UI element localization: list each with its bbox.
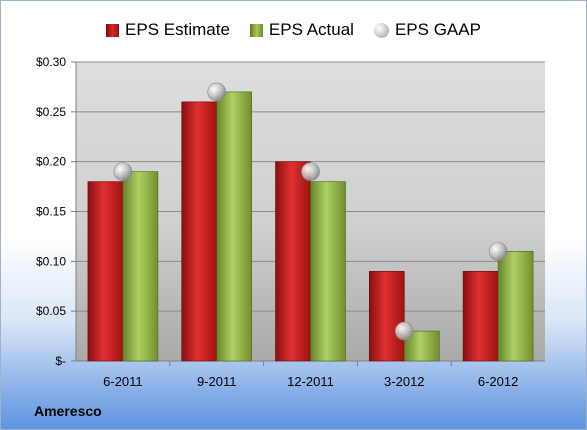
bar-actual bbox=[310, 181, 346, 362]
gaap-marker bbox=[207, 82, 226, 102]
bar-actual bbox=[497, 251, 534, 362]
company-name: Ameresco bbox=[34, 403, 102, 419]
legend-swatch-estimate bbox=[106, 23, 120, 37]
bar-actual bbox=[122, 171, 159, 362]
gaap-marker bbox=[301, 162, 320, 181]
legend-item-gaap: EPS GAAP bbox=[373, 20, 481, 40]
x-tick-label: 3-2012 bbox=[384, 374, 424, 389]
bars bbox=[87, 91, 534, 362]
legend-label-estimate: EPS Estimate bbox=[125, 20, 230, 39]
x-tick-label: 6-2011 bbox=[103, 374, 143, 389]
bar-actual bbox=[216, 91, 252, 362]
bar-estimate bbox=[87, 181, 124, 362]
legend-swatch-actual bbox=[249, 23, 263, 37]
bar-estimate bbox=[368, 270, 405, 362]
legend-item-estimate: EPS Estimate bbox=[106, 20, 230, 40]
y-tick-label: $0.20 bbox=[36, 155, 66, 169]
y-tick-label: $0.10 bbox=[36, 254, 66, 268]
legend-item-actual: EPS Actual bbox=[249, 20, 354, 40]
y-tick-label: $0.05 bbox=[36, 304, 66, 318]
gaap-marker bbox=[488, 242, 508, 261]
x-tick-label: 9-2011 bbox=[197, 374, 237, 389]
legend-swatch-gaap bbox=[373, 22, 389, 38]
y-tick-label: $0.25 bbox=[36, 105, 66, 119]
bar-estimate bbox=[275, 161, 311, 362]
legend-label-gaap: EPS GAAP bbox=[394, 20, 481, 39]
x-tick-label: 6-2012 bbox=[478, 374, 518, 389]
legend-label-actual: EPS Actual bbox=[268, 20, 354, 39]
gaap-marker bbox=[394, 321, 414, 341]
y-tick-label: $0.30 bbox=[36, 55, 66, 69]
x-tick-label: 12-2011 bbox=[287, 374, 334, 389]
bar-estimate bbox=[181, 101, 217, 362]
legend: EPS Estimate EPS Actual EPS GAAP bbox=[1, 18, 586, 42]
gaap-markers bbox=[113, 82, 508, 341]
gaap-marker bbox=[113, 162, 133, 181]
y-axis: $- $0.05 $0.10 $0.15 $0.20 $0.25 $0.30 bbox=[36, 55, 77, 368]
y-tick-label: $- bbox=[55, 354, 66, 368]
bar-estimate bbox=[462, 270, 499, 362]
x-axis: 6-2011 9-2011 12-2011 3-2012 6-2012 bbox=[103, 361, 518, 389]
y-tick-label: $0.15 bbox=[36, 205, 66, 219]
